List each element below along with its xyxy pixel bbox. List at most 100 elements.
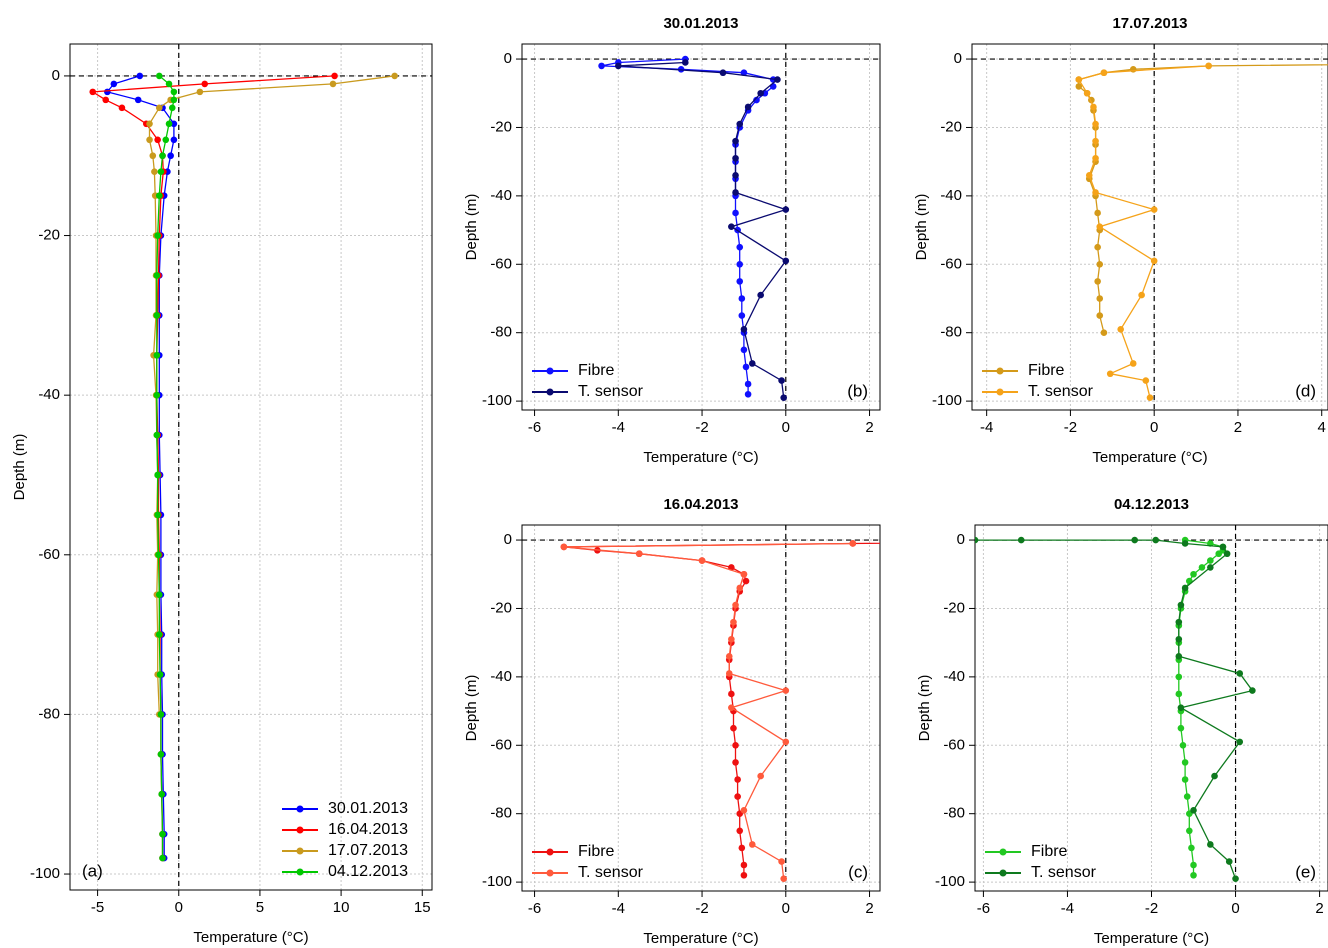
data-point xyxy=(849,540,857,547)
x-tick-label: 10 xyxy=(333,899,350,916)
data-point xyxy=(170,120,178,128)
data-point xyxy=(1232,875,1239,882)
data-point xyxy=(736,827,744,835)
legend-marker xyxy=(296,826,304,834)
data-point xyxy=(1219,543,1227,551)
data-point xyxy=(1175,618,1183,626)
x-tick-label: -4 xyxy=(612,900,625,917)
data-point xyxy=(165,120,173,128)
data-point xyxy=(196,88,204,96)
y-tick-label: -40 xyxy=(490,668,512,685)
data-point xyxy=(1225,858,1233,865)
data-point xyxy=(146,136,153,144)
legend-marker xyxy=(296,805,304,813)
data-point xyxy=(1152,536,1160,544)
y-tick-label: 0 xyxy=(504,50,512,67)
legend-label: 04.12.2013 xyxy=(328,863,408,880)
data-point xyxy=(1175,673,1183,681)
data-point xyxy=(780,875,787,882)
data-point xyxy=(155,551,162,559)
data-point xyxy=(1017,536,1025,544)
y-tick-label: 0 xyxy=(954,50,962,67)
data-point xyxy=(732,172,739,179)
data-point xyxy=(1177,724,1185,732)
data-point xyxy=(136,72,144,80)
y-tick-label: -100 xyxy=(30,865,60,882)
data-point xyxy=(153,272,161,279)
y-tick-label: -20 xyxy=(490,118,512,135)
legend-marker xyxy=(546,367,554,375)
x-tick-label: -6 xyxy=(528,419,541,436)
data-point xyxy=(151,168,158,175)
data-point xyxy=(1106,370,1114,378)
y-tick-label: -20 xyxy=(943,599,965,616)
data-point xyxy=(757,772,764,780)
x-axis-label: Temperature (°C) xyxy=(1094,930,1209,947)
data-point xyxy=(732,601,739,609)
data-point xyxy=(740,346,748,354)
data-point xyxy=(167,152,174,160)
legend-label: 30.01.2013 xyxy=(328,800,408,817)
data-point xyxy=(170,88,178,96)
y-tick-label: -80 xyxy=(38,705,60,722)
data-point xyxy=(732,741,739,749)
panel-label: (c) xyxy=(848,862,868,881)
x-tick-label: -2 xyxy=(695,900,708,917)
data-point xyxy=(156,671,164,678)
series-group xyxy=(975,536,1256,882)
data-point xyxy=(782,206,790,213)
x-tick-label: -2 xyxy=(1064,419,1077,436)
data-point xyxy=(738,295,746,302)
data-point xyxy=(1183,793,1191,800)
data-point xyxy=(146,120,153,128)
data-point xyxy=(1207,557,1214,564)
y-tick-label: -100 xyxy=(932,392,962,409)
data-point xyxy=(1236,670,1244,677)
data-point xyxy=(740,861,748,869)
y-tick-label: -80 xyxy=(940,324,962,341)
data-point xyxy=(757,89,764,97)
series-group xyxy=(89,72,398,862)
data-point xyxy=(89,88,97,96)
data-point xyxy=(153,391,161,399)
x-tick-label: -4 xyxy=(980,419,993,436)
panel: 04.12.2013-6 -4 -2 0 20-20-40-60-80-100Tempe… xyxy=(916,496,1328,947)
data-point xyxy=(728,704,735,711)
legend-label: Fibre xyxy=(1028,362,1065,379)
data-point xyxy=(1175,690,1183,698)
x-axis-label: Temperature (°C) xyxy=(193,929,308,946)
data-point xyxy=(1085,172,1093,179)
data-point xyxy=(1129,360,1137,367)
y-tick-label: -40 xyxy=(940,187,962,204)
x-axis-label: Temperature (°C) xyxy=(643,930,758,947)
x-tick-label: 2 xyxy=(865,419,873,436)
data-point xyxy=(780,394,787,401)
x-axis-label: Temperature (°C) xyxy=(1092,449,1207,466)
x-axis-label: Temperature (°C) xyxy=(643,449,758,466)
legend-label: Fibre xyxy=(1031,843,1068,860)
data-point xyxy=(201,80,209,88)
x-tick-label: 5 xyxy=(256,899,264,916)
data-point xyxy=(719,69,727,77)
data-point xyxy=(774,76,781,83)
data-point xyxy=(615,62,622,70)
data-point xyxy=(740,871,748,879)
data-point xyxy=(742,363,750,371)
data-point xyxy=(162,136,170,144)
plot-frame xyxy=(521,43,881,411)
series-line xyxy=(90,75,335,859)
x-tick-label: 2 xyxy=(865,900,873,917)
x-tick-label: 0 xyxy=(1231,900,1239,917)
data-point xyxy=(1181,776,1189,783)
data-point xyxy=(736,584,744,592)
data-point xyxy=(1207,564,1214,571)
data-point xyxy=(118,104,126,112)
data-point xyxy=(732,154,739,162)
y-axis-label: Depth (m) xyxy=(913,194,930,261)
series-line xyxy=(563,542,853,879)
plot-frame xyxy=(971,43,1328,411)
y-tick-label: -100 xyxy=(482,392,512,409)
panel-label: (b) xyxy=(847,381,868,400)
data-point xyxy=(734,776,741,783)
data-point xyxy=(1094,278,1101,285)
